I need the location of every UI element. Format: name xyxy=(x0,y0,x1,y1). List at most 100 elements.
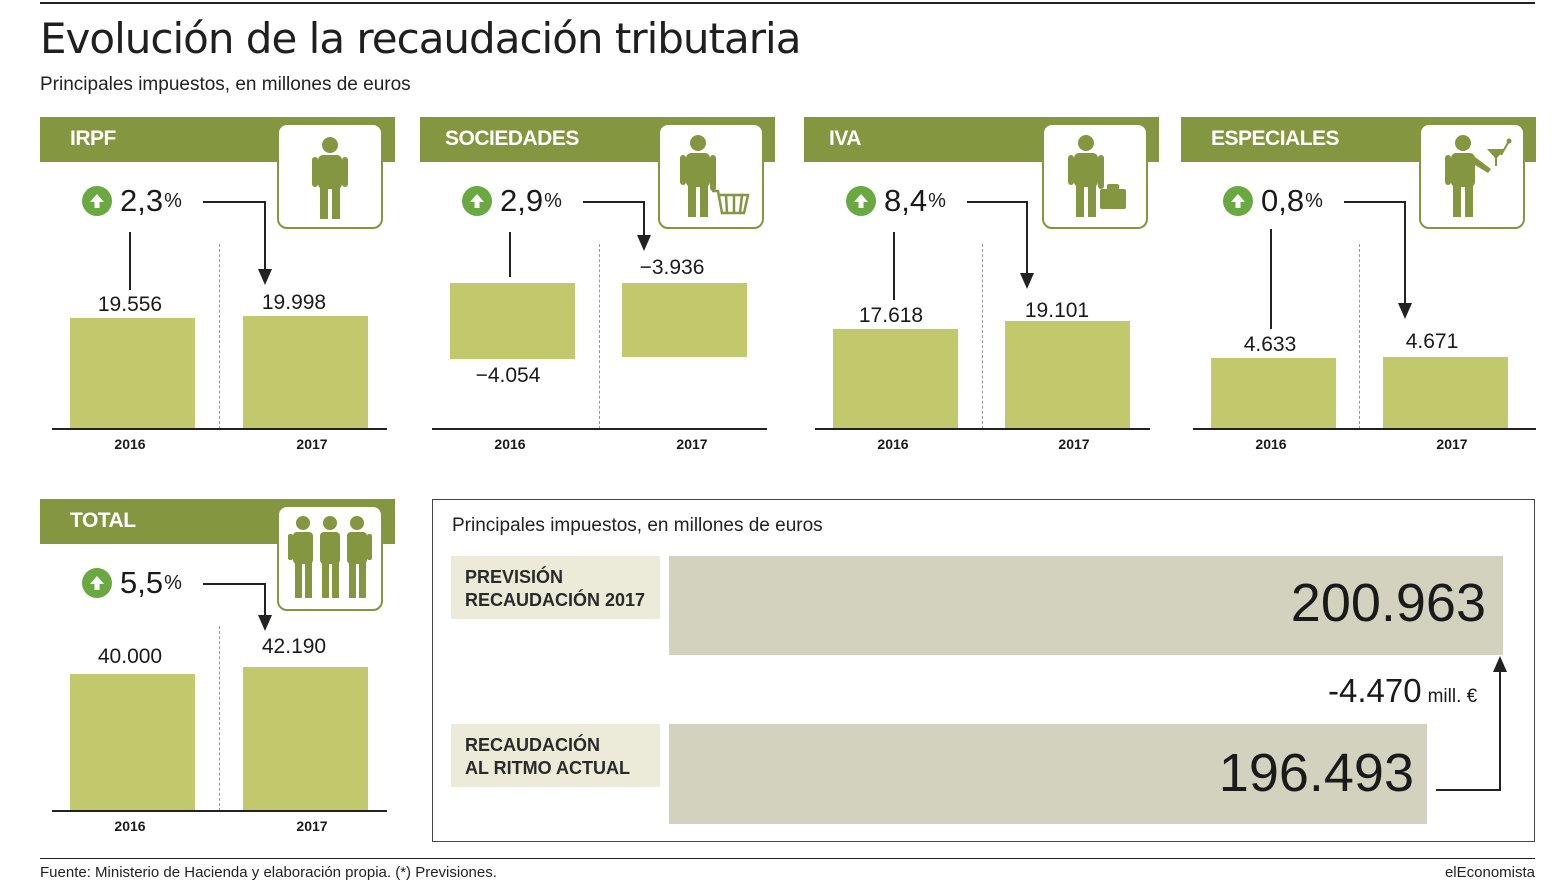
bar-2017 xyxy=(1383,357,1508,428)
actual-label: RECAUDACIÓN AL RITMO ACTUAL xyxy=(451,724,660,787)
year-label-2016: 2016 xyxy=(114,818,146,834)
value-label-2016: 40.000 xyxy=(97,645,163,668)
connector-arrows xyxy=(1270,201,1412,329)
difference-unit: mill. € xyxy=(1427,686,1478,707)
bar-2017 xyxy=(243,316,368,428)
x-axis xyxy=(815,428,1150,430)
panel-especiales: ESPECIALES 0,8 % 4.633 4.671 2016 2017 xyxy=(1181,117,1536,457)
panel-label: TOTAL xyxy=(70,509,136,532)
actual-label-line1: RECAUDACIÓN xyxy=(465,735,600,755)
value-label-2016: 17.618 xyxy=(858,304,924,327)
connector-arrows xyxy=(893,201,1034,300)
value-label-2016: −4.054 xyxy=(475,364,541,387)
year-label-2017: 2017 xyxy=(676,436,708,452)
year-label-2016: 2016 xyxy=(494,436,526,452)
change-value: 2,9 xyxy=(500,183,544,218)
forecast-label-line2: RECAUDACIÓN 2017 xyxy=(465,590,646,610)
bar-2016 xyxy=(70,318,195,428)
connector-arrows xyxy=(203,583,272,631)
change-indicator: 0,8 % xyxy=(1223,181,1323,221)
panel-label: IRPF xyxy=(70,127,116,150)
panel-sociedades: SOCIEDADES 2,9 % −4.054 −3.936 2016 2017 xyxy=(420,117,775,457)
panel-label: ESPECIALES xyxy=(1211,127,1340,150)
percent-sign: % xyxy=(544,189,562,212)
x-axis xyxy=(52,428,387,430)
year-divider xyxy=(599,244,600,429)
year-label-2017: 2017 xyxy=(296,436,328,452)
connector-arrows xyxy=(129,201,272,290)
arrow-up-icon xyxy=(846,186,876,216)
panel-label: SOCIEDADES xyxy=(445,127,579,150)
year-label-2016: 2016 xyxy=(114,436,146,452)
change-indicator: 2,3 % xyxy=(82,181,182,221)
year-divider xyxy=(219,626,220,811)
year-label-2016: 2016 xyxy=(877,436,909,452)
value-label-2017: −3.936 xyxy=(639,256,705,279)
change-indicator: 8,4 % xyxy=(846,181,946,221)
summary-box xyxy=(432,499,1535,842)
arrow-up-icon xyxy=(82,186,112,216)
person-with-cocktail-icon xyxy=(1419,123,1525,229)
change-indicator: 5,5 % xyxy=(82,563,182,603)
bar-2017 xyxy=(1005,321,1130,428)
year-label-2017: 2017 xyxy=(1436,436,1468,452)
difference-label: -4.470 mill. € xyxy=(1328,672,1477,710)
page-title: Evolución de la recaudación tributaria xyxy=(40,14,801,63)
panel-iva: IVA 8,4 % 17.618 19.101 2016 2017 xyxy=(804,117,1159,457)
person-icon xyxy=(277,123,383,229)
year-divider xyxy=(982,244,983,429)
actual-value: 196.493 xyxy=(1218,743,1414,803)
forecast-label-line1: PREVISIÓN xyxy=(465,567,564,587)
year-label-2017: 2017 xyxy=(1058,436,1090,452)
percent-sign: % xyxy=(1305,189,1323,212)
panel-total: TOTAL 5,5 % 40.000 42.190 2016 2017 xyxy=(40,499,395,839)
value-label-2016: 19.556 xyxy=(97,293,163,316)
bar-2016 xyxy=(450,283,575,360)
arrow-up-icon xyxy=(82,568,112,598)
percent-sign: % xyxy=(164,189,182,212)
change-value: 8,4 xyxy=(884,183,928,218)
top-rule xyxy=(40,2,1535,4)
person-with-briefcase-icon xyxy=(1042,123,1148,229)
year-label-2017: 2017 xyxy=(296,818,328,834)
change-value: 0,8 xyxy=(1261,183,1305,218)
connector-arrows xyxy=(509,201,651,277)
bar-2016 xyxy=(833,329,958,428)
panel-label: IVA xyxy=(829,127,861,150)
value-label-2017: 19.998 xyxy=(261,291,327,314)
year-divider xyxy=(219,244,220,429)
forecast-value: 200.963 xyxy=(1290,573,1486,633)
change-value: 2,3 xyxy=(120,183,164,218)
source-note: Fuente: Ministerio de Hacienda y elabora… xyxy=(40,864,497,881)
x-axis xyxy=(432,428,767,430)
bar-2017 xyxy=(243,666,368,810)
summary-subtitle: Principales impuestos, en millones de eu… xyxy=(452,515,823,536)
value-label-2017: 4.671 xyxy=(1405,330,1459,353)
actual-label-line2: AL RITMO ACTUAL xyxy=(465,758,630,778)
arrow-up-icon xyxy=(462,186,492,216)
group-of-people-icon xyxy=(277,505,383,611)
year-divider xyxy=(1359,244,1360,429)
bar-2017 xyxy=(622,283,747,357)
person-with-basket-icon xyxy=(658,123,764,229)
year-label-2016: 2016 xyxy=(1255,436,1287,452)
x-axis xyxy=(1193,428,1536,430)
arrow-up-icon xyxy=(1223,186,1253,216)
brand-logo-text: elEconomista xyxy=(1444,864,1535,881)
percent-sign: % xyxy=(164,571,182,594)
percent-sign: % xyxy=(928,189,946,212)
forecast-bar xyxy=(669,556,1503,655)
page-subtitle: Principales impuestos, en millones de eu… xyxy=(40,74,411,95)
value-label-2017: 19.101 xyxy=(1024,299,1090,322)
bar-2016 xyxy=(70,674,195,810)
change-value: 5,5 xyxy=(120,565,164,600)
bar-2016 xyxy=(1211,358,1336,428)
actual-bar xyxy=(669,724,1427,824)
change-indicator: 2,9 % xyxy=(462,181,562,221)
difference-value: -4.470 xyxy=(1328,672,1422,709)
forecast-label: PREVISIÓN RECAUDACIÓN 2017 xyxy=(451,556,660,619)
panel-irpf: IRPF 2,3 % 19.556 19.998 2016 2017 xyxy=(40,117,395,457)
x-axis xyxy=(52,810,387,812)
value-label-2016: 4.633 xyxy=(1243,333,1297,356)
